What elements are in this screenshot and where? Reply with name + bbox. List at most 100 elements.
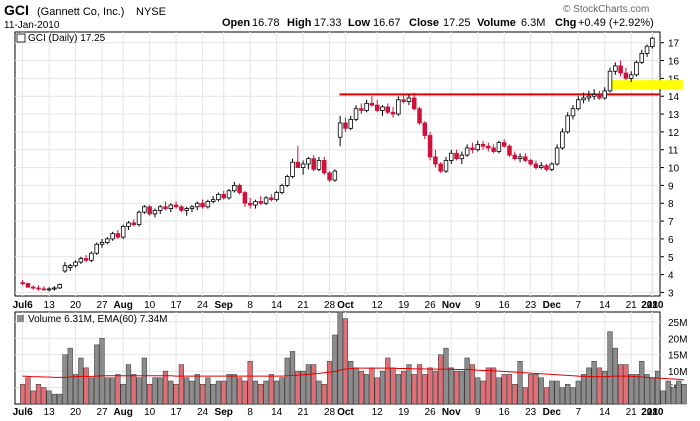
volume-y-tick-label: 10M	[668, 367, 687, 378]
candle-body	[422, 122, 428, 136]
candle-body	[94, 243, 99, 254]
candle-body	[443, 160, 449, 172]
candle	[52, 286, 57, 291]
chg-value: +0.49 (+2.92%)	[578, 17, 654, 29]
candle	[306, 156, 311, 170]
candle-body	[200, 202, 205, 208]
candle	[210, 196, 216, 204]
volume-bar	[252, 380, 259, 405]
candle	[634, 60, 639, 77]
volume-x-tick-label: 8	[247, 407, 253, 418]
candle	[274, 190, 279, 202]
volume-bar	[533, 374, 539, 405]
price-x-tick-label: 11	[647, 300, 658, 311]
volume-bar	[94, 344, 100, 405]
volume-bar	[565, 384, 571, 405]
volume-bar	[475, 377, 481, 405]
candle	[57, 283, 62, 289]
candle	[73, 260, 78, 268]
candle-body	[549, 163, 555, 170]
volume-bar	[607, 331, 613, 405]
candle-body	[390, 111, 396, 115]
volume-bar	[485, 367, 491, 405]
candle	[115, 230, 121, 239]
candle	[602, 87, 607, 100]
candle-body	[433, 156, 438, 165]
price-y-tick-label: 9	[668, 181, 674, 192]
candle-body	[486, 145, 491, 149]
candle-body	[115, 233, 121, 238]
candle-body	[105, 238, 110, 243]
volume-x-tick-label: Oct	[337, 407, 354, 418]
candle-body	[284, 176, 290, 186]
candle-body	[523, 156, 528, 161]
price-x-tick-label: Aug	[113, 300, 132, 311]
candle-body	[62, 265, 68, 272]
candle-body	[46, 288, 52, 291]
candle-body	[41, 288, 47, 291]
candle	[327, 171, 332, 182]
volume-bar	[575, 380, 581, 405]
volume-x-tick-label: 19	[398, 407, 410, 418]
candle-body	[126, 222, 131, 227]
candle-body	[449, 152, 454, 161]
candle	[78, 256, 84, 264]
candle-body	[565, 115, 570, 133]
legend-candle-icon	[16, 33, 26, 43]
candle-body	[417, 108, 422, 124]
candle	[374, 99, 380, 113]
volume-bar	[115, 374, 121, 405]
candle	[316, 156, 322, 172]
volume-x-tick-label: Nov	[442, 407, 461, 418]
candle-body	[528, 160, 533, 165]
candle	[232, 181, 237, 193]
candle	[570, 105, 576, 120]
candle	[343, 117, 348, 132]
volume-bar	[580, 374, 587, 405]
candle-body	[359, 108, 364, 111]
volume-bar	[522, 387, 528, 405]
volume-bar	[554, 380, 560, 405]
volume-bar	[88, 377, 95, 405]
volume-x-tick-label: Jul6	[13, 407, 33, 418]
candle-body	[385, 106, 391, 113]
volume-x-tick-label: Dec	[543, 407, 562, 418]
price-x-tick-label: 26	[425, 300, 437, 311]
volume-x-tick-label: Aug	[113, 407, 132, 418]
candle-body	[475, 143, 480, 151]
candle	[549, 162, 555, 172]
candle	[628, 71, 634, 82]
candle-body	[364, 102, 369, 111]
candle-body	[142, 206, 147, 213]
candle	[475, 140, 480, 152]
volume-bar	[559, 387, 565, 405]
volume-bar	[157, 377, 163, 405]
volume-bar	[538, 377, 544, 405]
candle	[618, 60, 623, 77]
volume-bar	[168, 380, 174, 405]
volume-x-tick-label: 23	[525, 407, 537, 418]
candle-body	[36, 287, 41, 290]
price-x-tick-label: Jul6	[13, 300, 33, 311]
candle-body	[263, 197, 269, 204]
volume-bar	[221, 380, 227, 405]
candle-body	[459, 154, 465, 160]
volume-bar	[152, 377, 158, 405]
ticker-symbol: GCI	[4, 2, 29, 18]
candle	[390, 106, 396, 118]
price-x-tick-label: 13	[44, 300, 56, 311]
volume-bar	[237, 377, 243, 405]
candle	[136, 210, 142, 227]
volume-bar	[274, 380, 280, 405]
volume-bar	[406, 364, 412, 405]
volume-x-tick-label: 10	[144, 407, 156, 418]
candle	[216, 192, 221, 202]
volume-bar	[358, 370, 364, 405]
low-value: 16.67	[373, 17, 401, 29]
price-x-tick-label: 17	[171, 300, 183, 311]
volume-bar	[205, 377, 211, 405]
candle	[422, 121, 428, 140]
volume-legend: Volume 6.31M, EMA(60) 7.34M	[28, 314, 168, 325]
volume-bar	[385, 357, 391, 405]
candle	[623, 67, 629, 81]
